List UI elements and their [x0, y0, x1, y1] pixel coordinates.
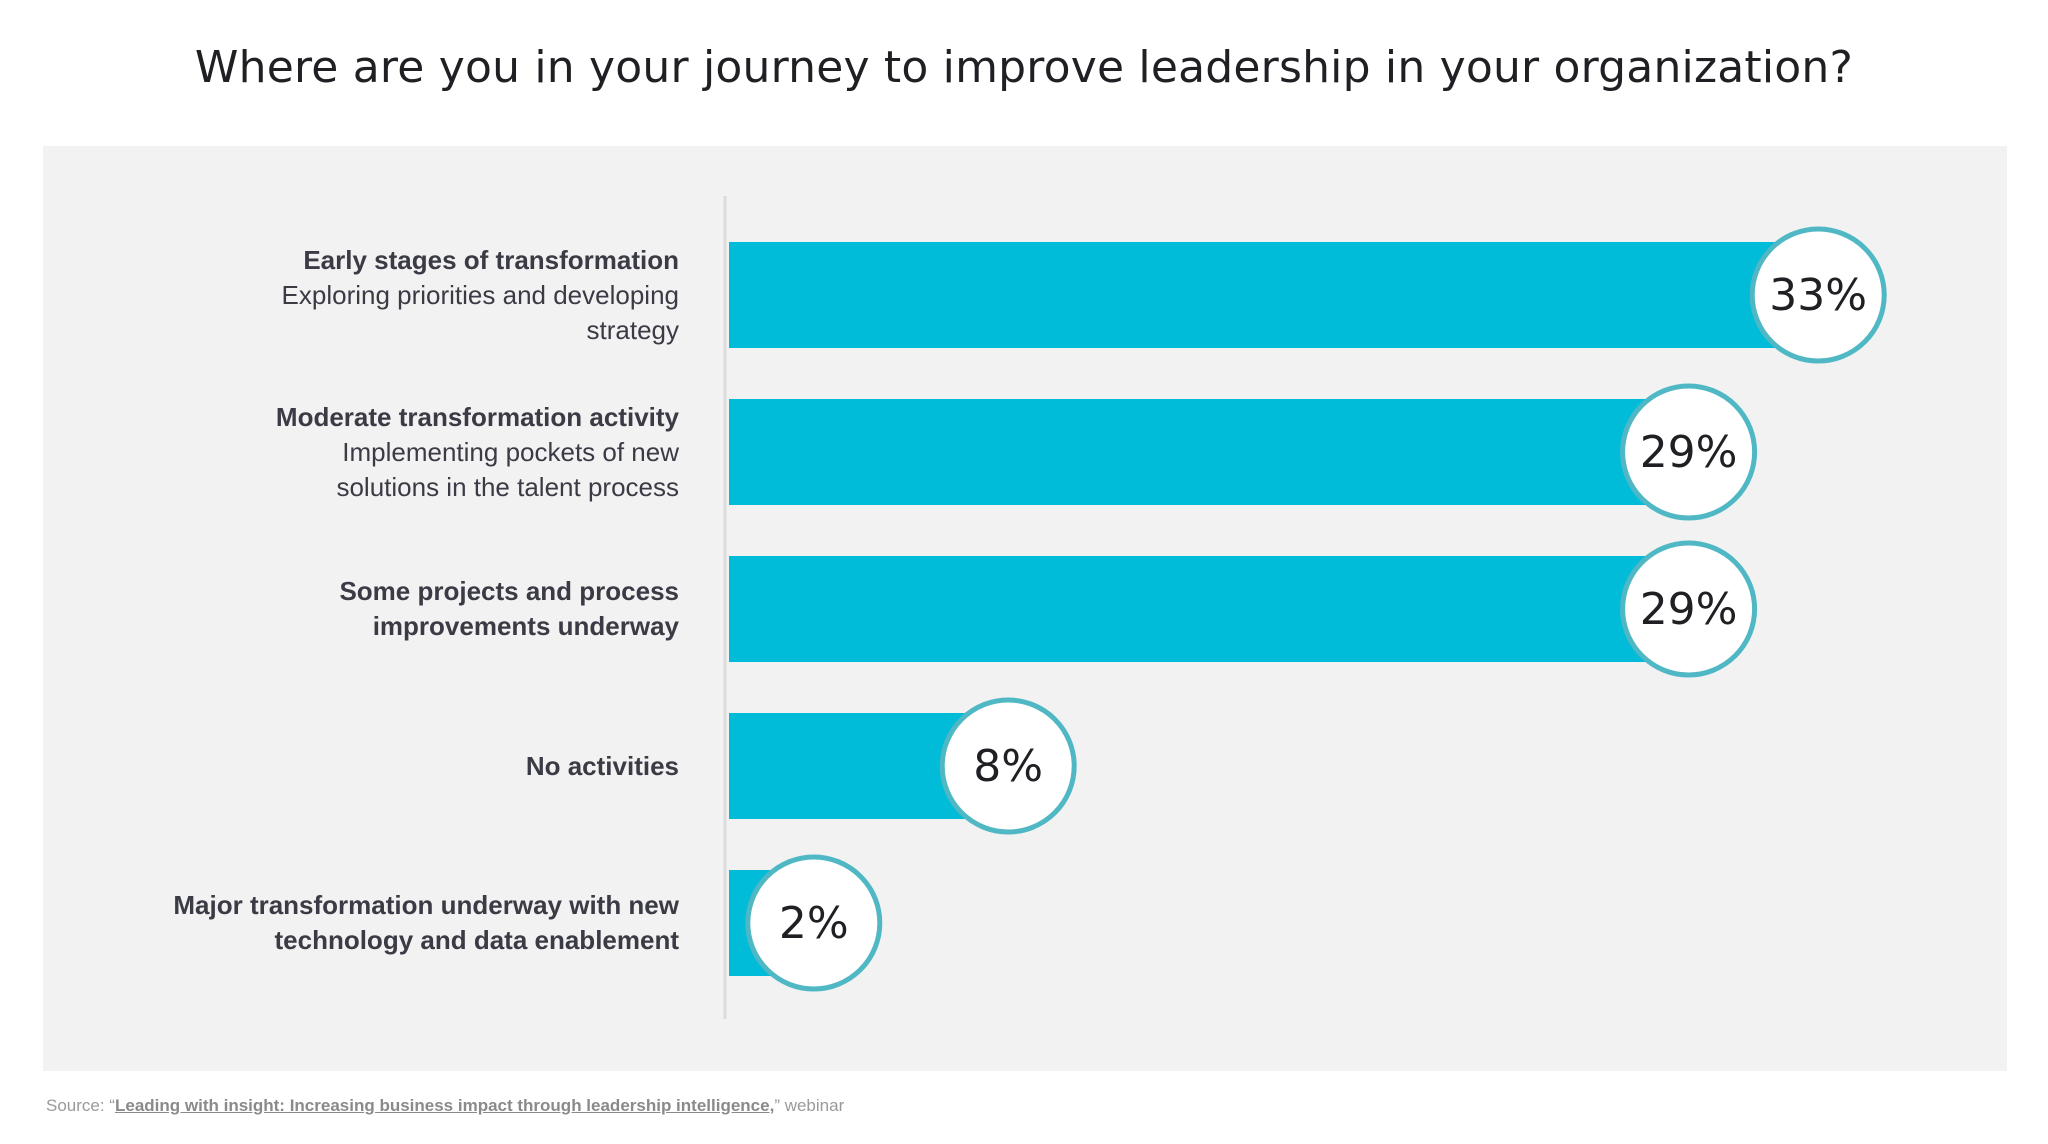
bar — [729, 399, 1689, 505]
bar — [729, 242, 1819, 348]
category-label: Moderate transformation activity Implemen… — [259, 400, 679, 505]
category-title: No activities — [525, 750, 679, 781]
source-link[interactable]: Leading with insight: Increasing busines… — [114, 1096, 775, 1115]
value-circle — [1749, 226, 1887, 364]
data-label: 29% — [1640, 427, 1738, 478]
data-label: 33% — [1769, 270, 1867, 321]
bar — [729, 556, 1689, 662]
category-subtitle: Implementing pockets of new solutions in… — [336, 436, 679, 502]
category-title: Major transformation underway with new t… — [173, 890, 679, 955]
chart-title: Where are you in your journey to improve… — [194, 42, 1854, 93]
category-subtitle: Exploring priorities and developing stra… — [281, 279, 679, 345]
category-title: Some projects and process improvements u… — [339, 576, 679, 641]
data-label: 29% — [1640, 584, 1738, 635]
category-title: Moderate transformation activity — [275, 401, 679, 432]
category-label: No activities — [259, 749, 679, 784]
source-suffix: ” webinar — [774, 1096, 845, 1115]
value-circle — [1620, 540, 1758, 678]
source-prefix: Source: “ — [46, 1096, 115, 1115]
category-label: Major transformation underway with new t… — [119, 888, 679, 958]
category-title: Early stages of transformation — [303, 244, 679, 275]
data-label: 8% — [973, 741, 1043, 792]
value-circle — [745, 854, 883, 992]
value-circle — [939, 697, 1077, 835]
source-note: Source: “Leading with insight: Increasin… — [46, 1096, 844, 1116]
category-label: Some projects and process improvements u… — [299, 574, 679, 644]
data-label: 2% — [779, 898, 849, 949]
category-label: Early stages of transformation Exploring … — [199, 243, 679, 348]
value-circle — [1620, 383, 1758, 521]
